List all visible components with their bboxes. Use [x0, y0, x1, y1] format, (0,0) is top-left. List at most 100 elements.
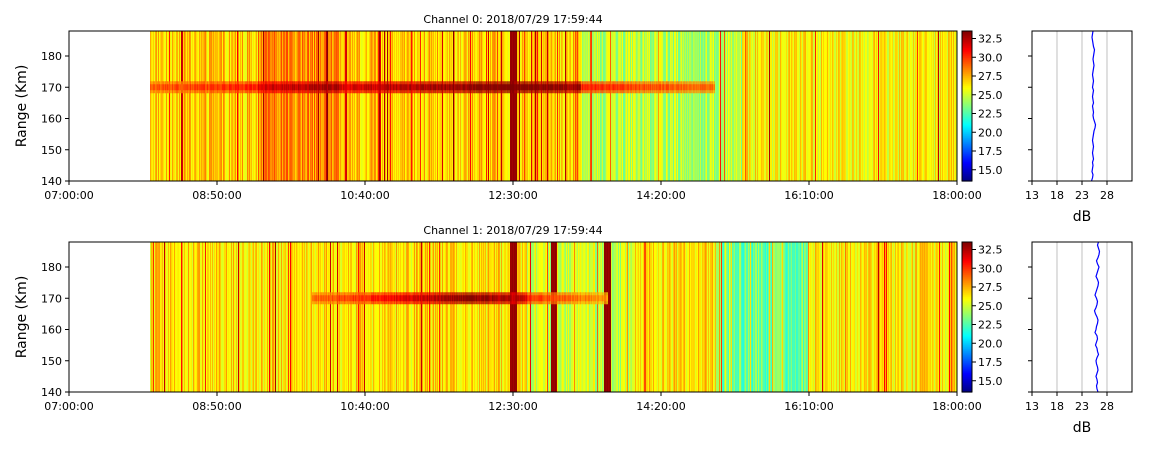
heatmap-column [203, 242, 205, 392]
heatmap-column [178, 242, 180, 392]
heatmap-column [513, 31, 515, 181]
heatmap-column [818, 242, 820, 392]
heatmap-column [166, 31, 168, 181]
heatmap-column [741, 242, 743, 392]
heatmap-column [750, 242, 752, 392]
heatmap-column [368, 31, 370, 181]
colorbar-step [962, 254, 972, 257]
heatmap-column [628, 31, 630, 181]
y-tick-label: 150 [41, 355, 62, 368]
heatmap-column [562, 31, 564, 181]
heatmap-column [303, 31, 305, 181]
heatmap-column [526, 242, 528, 392]
heatmap-column [465, 31, 467, 181]
colorbar-step [962, 286, 972, 289]
echo-band-core [681, 84, 683, 91]
heatmap-column [901, 242, 903, 392]
colorbar-tick-label: 30.0 [978, 51, 1003, 64]
echo-band-core [296, 84, 298, 91]
heatmap-column [192, 31, 194, 181]
echo-band-core [290, 84, 292, 91]
heatmap-column [606, 242, 608, 392]
heatmap-column [946, 31, 948, 181]
echo-band-core [275, 84, 277, 91]
echo-band-core [372, 84, 374, 91]
echo-band-core [524, 295, 526, 302]
heatmap-column [799, 242, 801, 392]
echo-band-core [466, 84, 468, 91]
heatmap-column [382, 242, 384, 392]
echo-band-core [176, 84, 178, 91]
echo-band-core [597, 84, 599, 91]
heatmap-column [816, 31, 818, 181]
heatmap-column [512, 31, 514, 181]
heatmap-column [729, 31, 731, 181]
echo-band-core [567, 84, 569, 91]
heatmap-column [299, 242, 301, 392]
heatmap-column [258, 31, 260, 181]
echo-band-core [571, 84, 573, 91]
heatmap-column [157, 31, 159, 181]
heatmap-column [919, 242, 921, 392]
echo-band-core [258, 84, 260, 91]
heatmap-column [827, 242, 829, 392]
echo-band-core [606, 295, 608, 302]
heatmap-column [331, 242, 333, 392]
heatmap-column [815, 242, 817, 392]
echo-band-core [439, 84, 441, 91]
echo-band-core [376, 84, 378, 91]
echo-band-core [382, 295, 384, 302]
echo-band-core [628, 84, 630, 91]
heatmap-column [831, 31, 833, 181]
heatmap-column [793, 31, 795, 181]
echo-band-core [326, 295, 328, 302]
heatmap-column [316, 31, 318, 181]
heatmap-column [207, 31, 209, 181]
heatmap-column [281, 242, 283, 392]
heatmap-column [504, 242, 506, 392]
heatmap-column [634, 31, 636, 181]
heatmap-column [277, 31, 279, 181]
heatmap-column [708, 242, 710, 392]
heatmap-column [472, 31, 474, 181]
echo-band-core [470, 295, 472, 302]
heatmap-column [849, 31, 851, 181]
echo-band-core [324, 84, 326, 91]
heatmap-column [774, 242, 776, 392]
heatmap-column [460, 242, 462, 392]
heatmap-column [201, 242, 203, 392]
heatmap-column [349, 31, 351, 181]
echo-band-core [411, 295, 413, 302]
colorbar-step [962, 364, 972, 367]
heatmap-column [735, 242, 737, 392]
colorbar-step [962, 127, 972, 130]
heatmap-column [618, 242, 620, 392]
echo-band-core [491, 295, 493, 302]
colorbar-step [962, 169, 972, 172]
heatmap-column [269, 242, 271, 392]
echo-band-core [208, 84, 210, 91]
heatmap-column [163, 242, 165, 392]
heatmap-column [332, 242, 334, 392]
echo-band-core [589, 84, 591, 91]
echo-band-core [465, 295, 467, 302]
heatmap-column [439, 31, 441, 181]
heatmap-column [629, 242, 631, 392]
heatmap-column [464, 31, 466, 181]
heatmap-column [769, 31, 771, 181]
echo-band-core [535, 295, 537, 302]
heatmap-column [676, 31, 678, 181]
heatmap-column [309, 31, 311, 181]
heatmap-column [308, 242, 310, 392]
heatmap-column [763, 242, 765, 392]
heatmap-column [481, 31, 483, 181]
heatmap-column [799, 31, 801, 181]
heatmap-column [294, 242, 296, 392]
heatmap-column [559, 31, 561, 181]
echo-band-core [416, 295, 418, 302]
heatmap-column [471, 31, 473, 181]
heatmap-column [904, 31, 906, 181]
echo-band-core [158, 84, 160, 91]
echo-band-core [688, 84, 690, 91]
